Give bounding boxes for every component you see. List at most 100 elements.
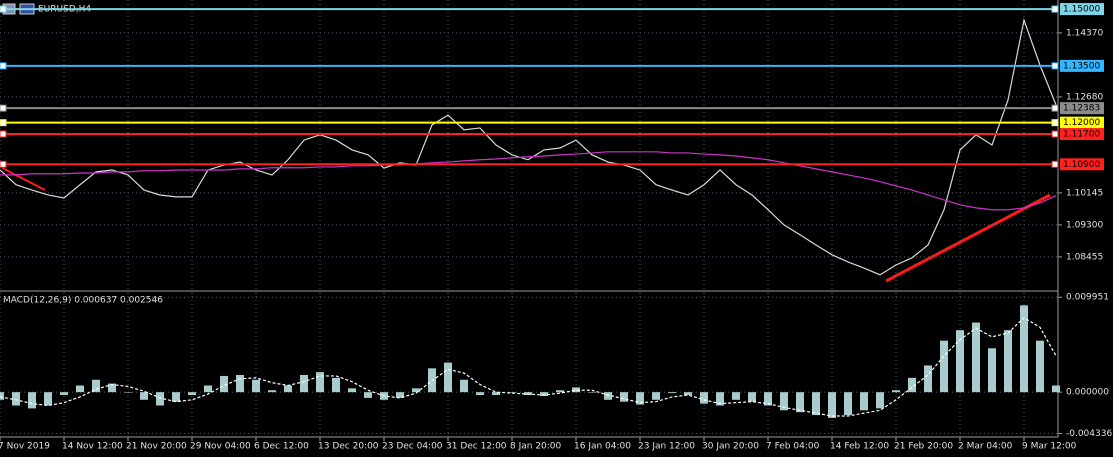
level-handle [1051,104,1059,112]
level-label-box [1060,128,1104,141]
histogram-bar [300,374,308,393]
histogram-bar [908,377,916,393]
histogram-bar [892,390,900,393]
histogram-bar [44,392,52,406]
x-tick-label: 31 Dec 12:00 [446,442,507,452]
level-label-box [1060,158,1104,171]
x-tick-label: 16 Jan 04:00 [574,442,631,452]
histogram-bar [444,362,452,393]
histogram-bar [28,392,36,409]
level-label: 1.11700 [1063,130,1100,140]
histogram-bar [396,392,404,398]
histogram-bar [844,392,852,416]
indicator-title: MACD(12,26,9) 0.000637 0.002546 [3,296,163,306]
level-label-box [1060,102,1104,115]
x-tick-label: 29 Nov 04:00 [190,442,251,452]
y-tick-label: 1.10145 [1066,188,1103,198]
histogram-bar [668,392,676,394]
x-tick-label: 23 Jan 12:00 [638,442,695,452]
histogram-bar [204,385,212,393]
level-label-box [1060,116,1104,129]
histogram-bar [876,392,884,409]
histogram-bar [636,392,644,405]
histogram-bar [780,392,788,411]
histogram-bar [364,392,372,398]
level-label-box [1060,3,1104,16]
level-label: 1.12383 [1063,104,1100,114]
level-handle [0,130,7,138]
histogram-bar [796,392,804,413]
level-handle [0,160,7,168]
x-tick-label: 13 Dec 20:00 [318,442,379,452]
x-tick-label: 30 Jan 20:00 [702,442,759,452]
level-handle [1051,119,1059,127]
level-handle [1051,130,1059,138]
histogram-bar [1020,305,1028,393]
histogram-bar [732,392,740,400]
histogram-bar [268,390,276,393]
histogram-bar [652,392,660,400]
histogram-bar [684,392,692,396]
histogram-bar [172,392,180,402]
level-label: 1.15000 [1063,5,1100,15]
x-tick-label: 6 Dec 12:00 [254,442,309,452]
histogram-bar [572,387,580,393]
histogram-bar [956,330,964,393]
histogram-bar [156,392,164,406]
histogram-bar [700,392,708,404]
histogram-bar [124,392,132,393]
x-tick-label: 21 Feb 20:00 [894,442,953,452]
histogram-bar [60,392,68,396]
histogram-bar [972,322,980,393]
y-tick-label: 0.000000 [1066,388,1109,398]
level-handle [1051,160,1059,168]
histogram-bar [924,365,932,393]
histogram-bar [812,392,820,416]
histogram-bar [92,379,100,393]
histogram-bar [940,340,948,393]
histogram-bar [748,392,756,402]
trendline [1,167,46,191]
histogram-bar [508,392,516,393]
level-handle [0,5,7,13]
histogram-bar [12,392,20,406]
level-handle [0,119,7,127]
x-tick-label: 9 Mar 12:00 [1022,442,1077,452]
level-label: 1.10900 [1063,160,1100,170]
histogram-bar [284,385,292,393]
histogram-bar [476,392,484,396]
histogram-bar [828,392,836,418]
histogram-bar [140,392,148,400]
histogram-bar [588,392,596,393]
trendline [885,193,1051,283]
level-handle [0,104,7,112]
histogram-bar [1036,340,1044,393]
x-tick-label: 14 Nov 12:00 [62,442,123,452]
y-tick-label: 1.14370 [1066,28,1103,38]
histogram-bar [220,375,228,393]
x-tick-label: 7 Feb 04:00 [766,442,820,452]
histogram-bar [236,374,244,393]
level-handle [1051,62,1059,70]
x-tick-label: 2 Mar 04:00 [958,442,1013,452]
histogram-bar [988,348,996,393]
y-tick-label: -0.004336 [1066,429,1112,439]
histogram-bar [76,385,84,393]
x-tick-label: 8 Jan 20:00 [510,442,562,452]
level-handle [0,62,7,70]
x-tick-label: 23 Dec 04:00 [382,442,443,452]
histogram-bar [556,390,564,393]
histogram-bar [412,388,420,393]
histogram-bar [188,392,196,396]
histogram-bar [860,392,868,411]
histogram-bar [764,392,772,406]
y-tick-label: 1.12680 [1066,92,1103,102]
histogram-bar [348,388,356,393]
histogram-bar [332,377,340,393]
level-handle [1051,5,1059,13]
x-tick-label: 14 Feb 12:00 [830,442,889,452]
histogram-bar [0,392,4,400]
histogram-bar [252,379,260,393]
y-tick-label: 0.009951 [1066,293,1109,303]
